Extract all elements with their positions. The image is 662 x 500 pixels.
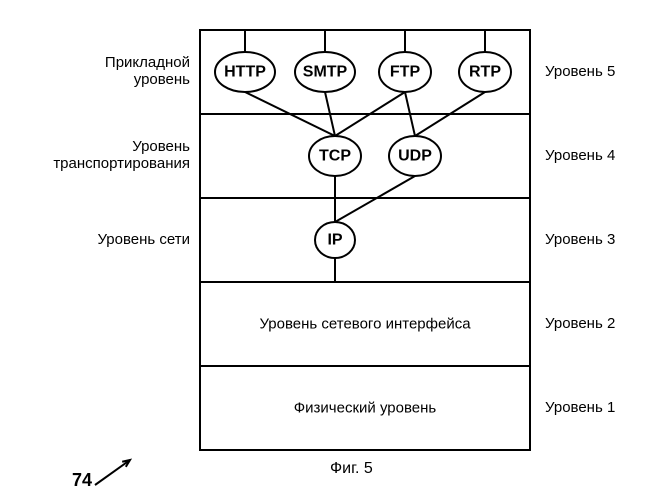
right-label-row4: Уровень 1	[545, 399, 615, 416]
reference-numeral: 74	[72, 470, 92, 491]
layer-stack-box	[200, 30, 530, 450]
diagram-canvas: HTTP SMTP FTP RTP TCP UDP IP Уровень сетевого и…	[0, 0, 662, 500]
right-label-row0: Уровень 5	[545, 63, 615, 80]
protocol-label-smtp: SMTP	[303, 64, 348, 81]
left-label-row0: Прикладнойуровень	[105, 54, 190, 88]
protocol-label-ftp: FTP	[390, 64, 421, 81]
figure-caption: Фиг. 5	[330, 460, 373, 478]
inner-label-row4: Физический уровень	[294, 400, 437, 417]
protocol-label-ip: IP	[327, 232, 342, 249]
protocol-label-udp: UDP	[398, 148, 432, 165]
left-label-row1: Уровеньтранспортирования	[53, 138, 190, 172]
inner-label-row3: Уровень сетевого интерфейса	[259, 316, 471, 333]
protocol-label-rtp: RTP	[469, 64, 501, 81]
ref-arrow-line	[95, 460, 130, 485]
protocol-label-http: HTTP	[224, 64, 266, 81]
right-label-row2: Уровень 3	[545, 231, 615, 248]
protocol-label-tcp: TCP	[319, 148, 351, 165]
left-label-row2: Уровень сети	[97, 231, 190, 248]
right-label-row1: Уровень 4	[545, 147, 615, 164]
right-label-row3: Уровень 2	[545, 315, 615, 332]
